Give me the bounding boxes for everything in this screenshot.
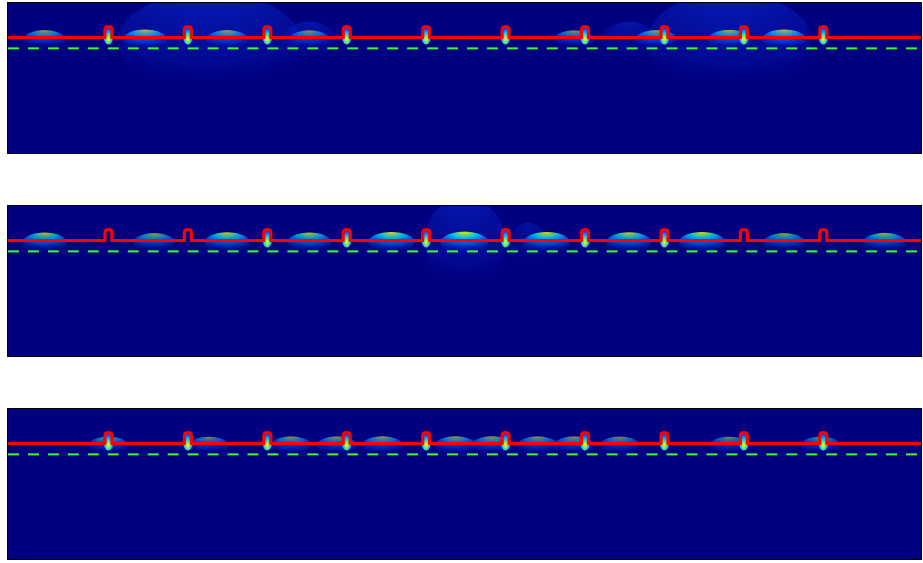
surface-field-lobe: [270, 436, 312, 455]
surface-profile-line: [8, 25, 921, 40]
surface-field-lobe: [361, 436, 403, 455]
surface-field-lobe: [635, 30, 678, 49]
surface-field-lobe: [606, 232, 652, 253]
field-map-3: [8, 409, 921, 559]
surface-field-lobe: [517, 436, 558, 455]
surface-field-lobe: [368, 231, 415, 254]
field-panel-2: [7, 205, 922, 357]
surface-profile-line: [8, 431, 921, 446]
field-panel-1: [7, 2, 922, 154]
surface-field-lobe: [204, 232, 250, 253]
surface-profile-line: [8, 228, 921, 243]
field-map-1: [8, 3, 921, 153]
surface-field-lobe: [287, 232, 332, 253]
deep-field-lobe: [117, 3, 301, 91]
surface-field-lobe: [288, 30, 330, 49]
surface-field-lobe: [22, 232, 67, 253]
surface-field-lobe: [206, 30, 249, 49]
surface-field-lobe: [761, 29, 807, 50]
field-background: [8, 409, 921, 559]
surface-field-lobe: [434, 436, 477, 455]
surface-field-lobe: [23, 30, 66, 49]
surface-field-lobe: [763, 233, 806, 252]
field-panel-3: [7, 408, 922, 560]
deep-field-lobe: [601, 21, 657, 62]
surface-field-lobe: [599, 436, 640, 455]
surface-field-lobe: [133, 233, 176, 252]
surface-field-lobe: [523, 231, 571, 254]
field-map-2: [8, 206, 921, 356]
surface-field-lobe: [862, 232, 907, 253]
surface-field-lobe: [122, 29, 168, 50]
surface-field-lobe: [189, 436, 229, 455]
surface-field-lobe: [440, 231, 489, 254]
surface-field-lobe: [678, 231, 726, 254]
